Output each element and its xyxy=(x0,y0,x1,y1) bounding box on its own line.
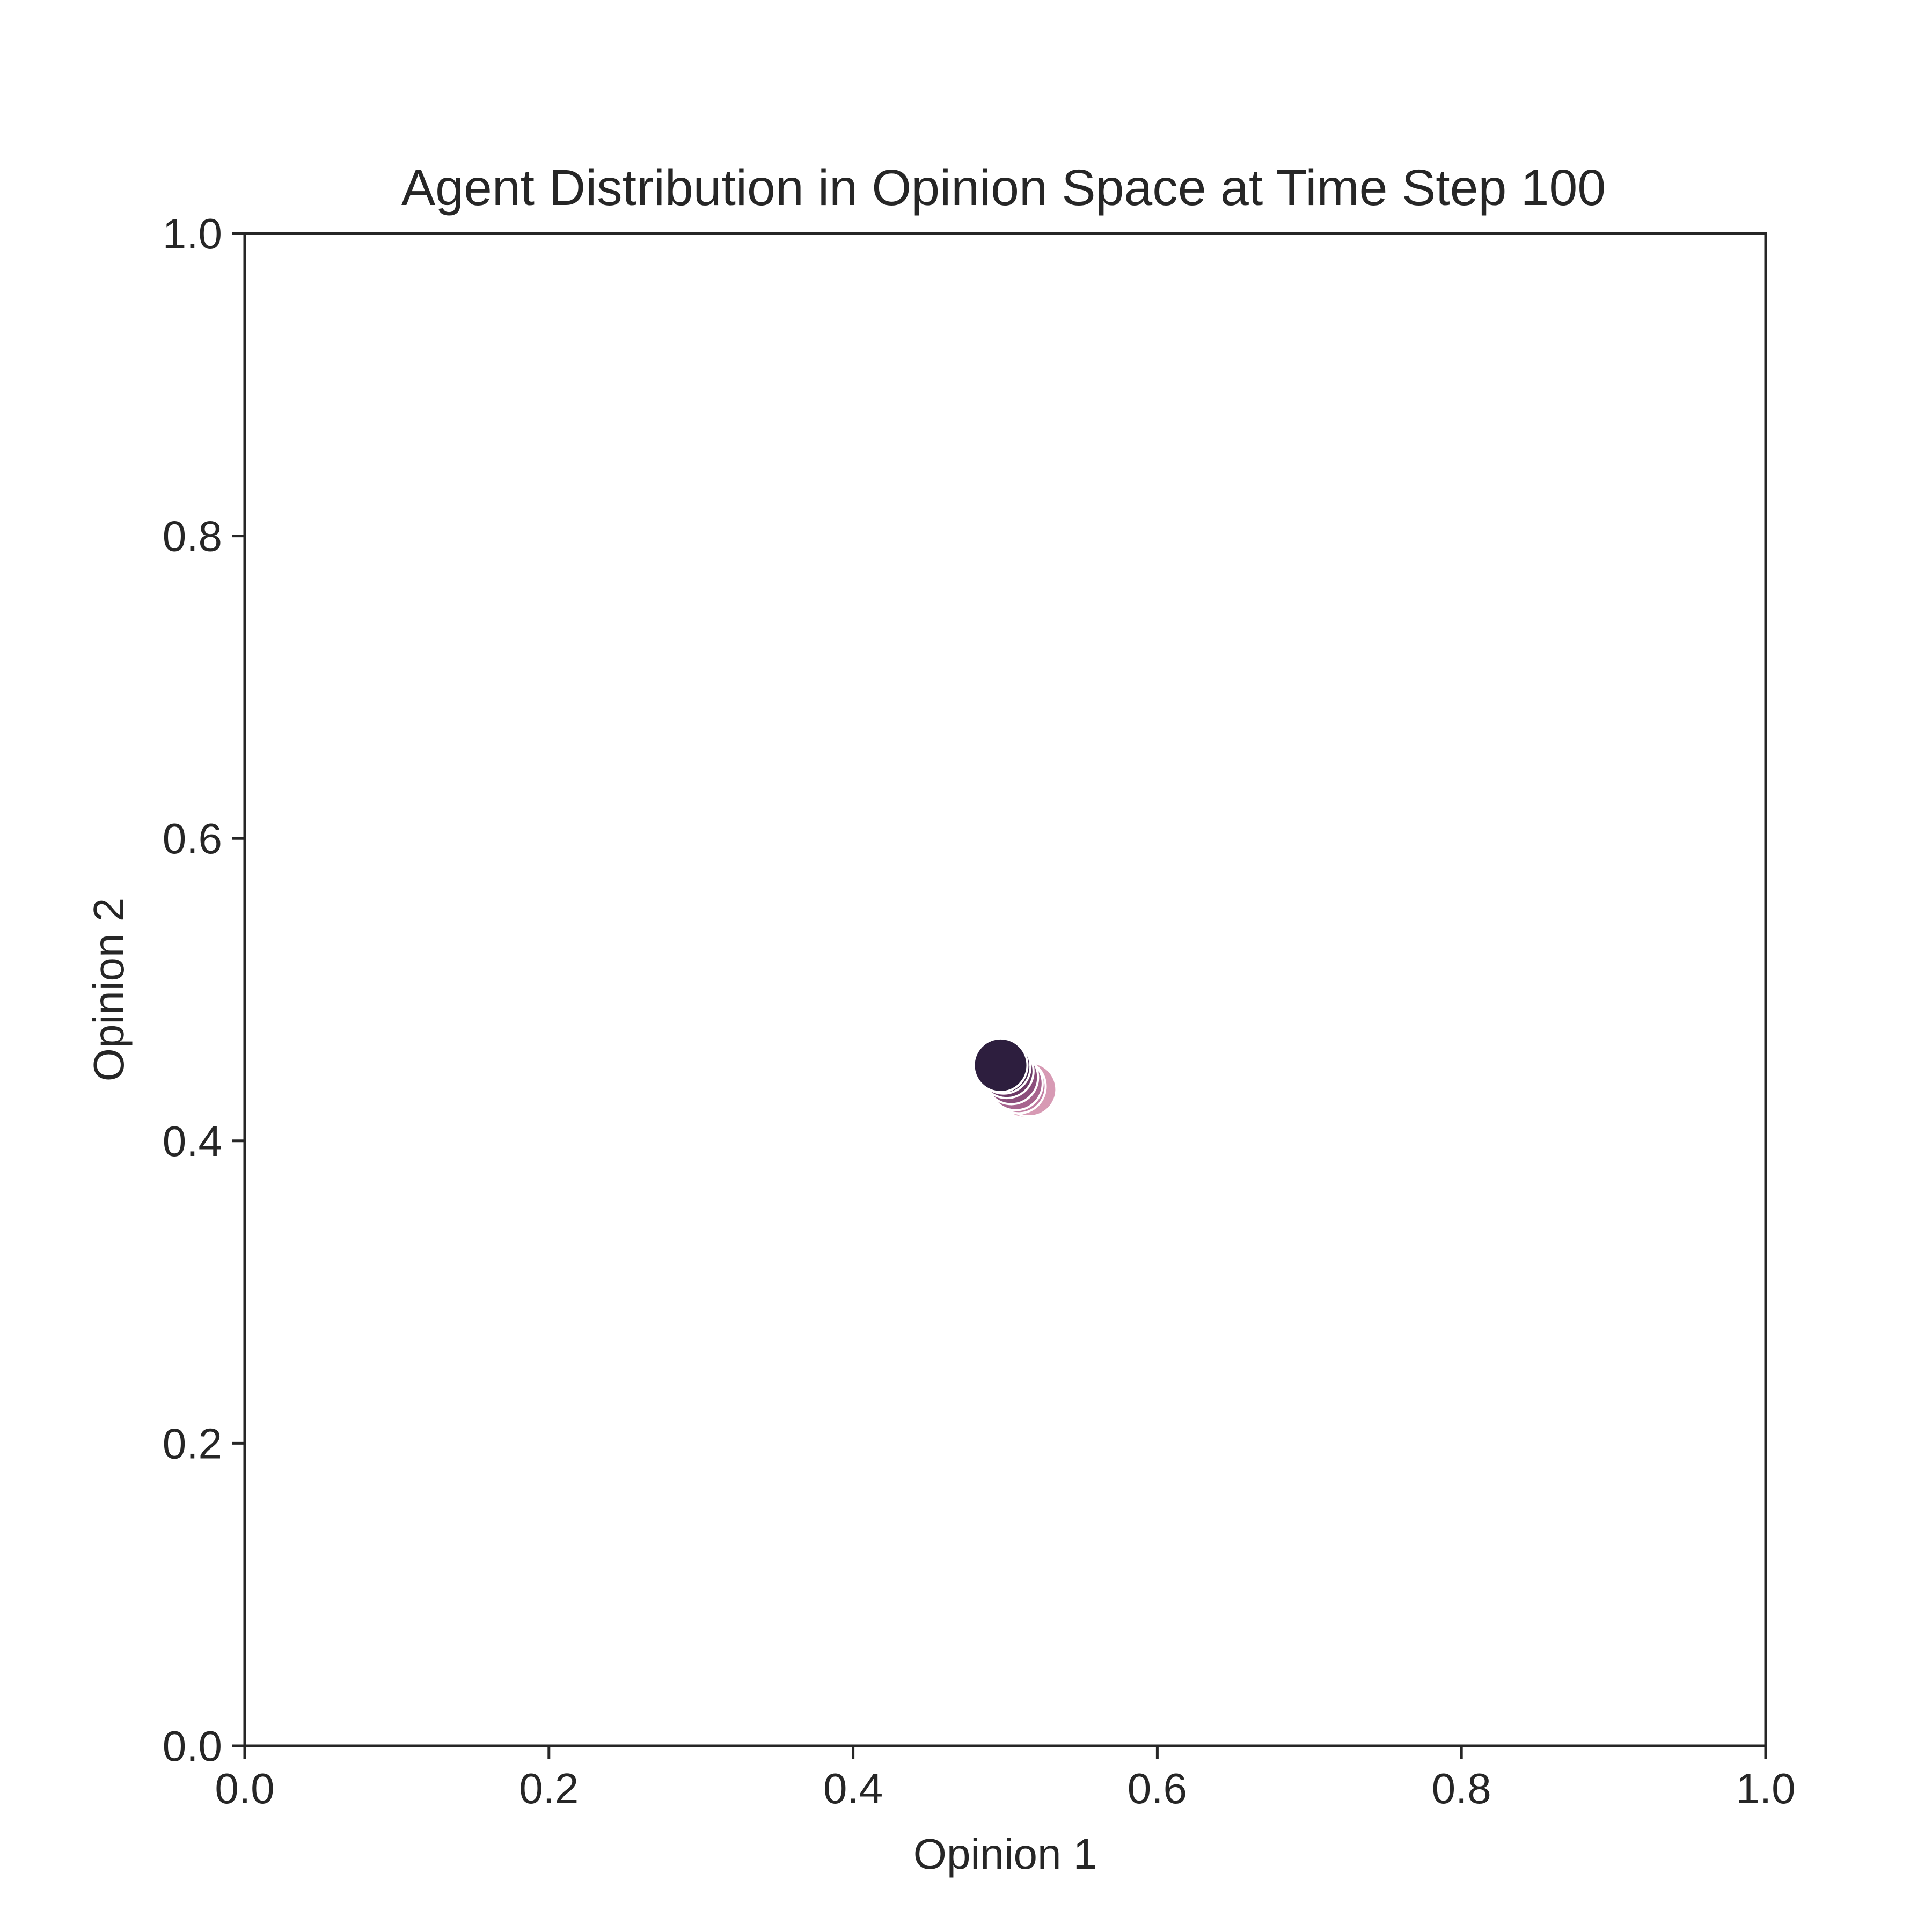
y-tick-label: 0.0 xyxy=(163,1722,222,1770)
data-points xyxy=(972,1037,1058,1119)
x-tick-label: 0.6 xyxy=(1128,1765,1187,1812)
y-tick-label: 0.2 xyxy=(163,1419,222,1467)
x-axis-ticks: 0.0 0.2 0.4 0.6 0.8 1.0 xyxy=(215,1746,1796,1812)
x-axis-label: Opinion 1 xyxy=(913,1830,1097,1878)
x-tick-label: 0.0 xyxy=(215,1765,274,1812)
plot-frame xyxy=(243,232,1767,1747)
x-tick-label: 1.0 xyxy=(1736,1765,1795,1812)
y-axis-ticks: 0.0 0.2 0.4 0.6 0.8 1.0 xyxy=(163,210,245,1770)
y-tick-label: 0.8 xyxy=(163,513,222,560)
y-axis-label: Opinion 2 xyxy=(85,898,133,1081)
x-tick-label: 0.8 xyxy=(1432,1765,1491,1812)
y-tick-label: 1.0 xyxy=(163,210,222,258)
y-tick-label: 0.6 xyxy=(163,815,222,862)
y-tick-label: 0.4 xyxy=(163,1117,222,1165)
chart-title: Agent Distribution in Opinion Space at T… xyxy=(401,159,1606,216)
x-tick-label: 0.4 xyxy=(823,1765,883,1812)
data-point xyxy=(972,1037,1029,1093)
x-tick-label: 0.2 xyxy=(519,1765,579,1812)
